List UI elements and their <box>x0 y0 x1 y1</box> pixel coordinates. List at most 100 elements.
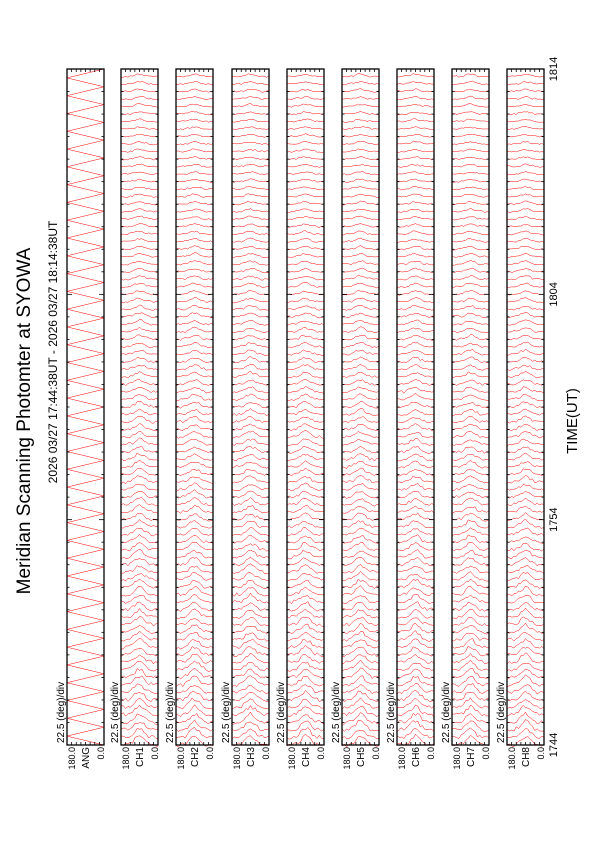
trace-line <box>231 592 270 604</box>
trace-line <box>396 267 435 274</box>
trace-line <box>120 648 159 657</box>
trace-line <box>175 275 214 280</box>
trace-line <box>231 728 270 740</box>
trace-line <box>451 200 490 205</box>
trace-line <box>120 446 159 454</box>
trace-line <box>396 401 435 408</box>
trace-line <box>396 134 434 138</box>
trace-line <box>286 89 325 93</box>
trace-line <box>506 252 545 258</box>
y-tick-label: 0.0 <box>150 747 160 760</box>
trace-line <box>120 416 159 424</box>
trace-line <box>341 312 380 319</box>
trace-line <box>175 586 214 597</box>
trace-line <box>342 104 380 108</box>
trace-line <box>120 683 159 695</box>
trace-line <box>506 601 545 612</box>
trace-line <box>286 631 325 641</box>
trace-line <box>341 133 380 138</box>
trace-line <box>506 238 545 243</box>
trace-line <box>175 156 214 160</box>
trace-line <box>175 81 214 85</box>
panel-scale-label: 22.5 (deg)/div <box>331 682 342 743</box>
panel-label: CH6 <box>411 747 422 767</box>
panel-ticks <box>231 68 270 746</box>
trace-line <box>231 475 270 484</box>
trace-line <box>286 74 325 78</box>
trace-line <box>396 638 435 649</box>
trace-line <box>341 609 380 619</box>
trace-line <box>175 415 214 424</box>
panel-ch7: 180.0 0.0 CH7 22.5 (deg)/div <box>441 68 491 770</box>
panel-ch4: 180.0 0.0 CH4 22.5 (deg)/div <box>276 68 326 770</box>
trace-line <box>231 711 270 725</box>
trace-line <box>341 557 379 566</box>
trace-line <box>451 394 490 401</box>
trace-line <box>341 639 380 649</box>
trace-line <box>341 729 380 740</box>
trace-line <box>396 498 435 506</box>
trace-line <box>286 684 325 694</box>
trace-line <box>175 697 214 710</box>
trace-line <box>175 713 214 725</box>
trace-line <box>451 179 490 183</box>
panel-ch6: 180.0 0.0 CH6 22.5 (deg)/div <box>386 68 436 770</box>
trace-line <box>120 513 159 522</box>
trace-line <box>286 460 325 469</box>
trace-line <box>175 719 214 732</box>
trace-line <box>120 379 159 386</box>
trace-line <box>231 652 270 664</box>
trace-line <box>175 408 214 416</box>
trace-line <box>396 104 435 108</box>
trace-line <box>341 141 380 145</box>
trace-line <box>231 557 270 567</box>
panel-ch8: 180.0 0.0 CH8 22.5 (deg)/div <box>496 68 546 770</box>
trace-line <box>507 96 544 100</box>
panel-label: ANG <box>81 747 92 769</box>
panel-ch2: 180.0 0.0 CH2 22.5 (deg)/div <box>165 68 215 770</box>
trace-line <box>341 282 380 289</box>
trace-line <box>396 630 435 642</box>
trace-line <box>286 521 325 529</box>
trace-line <box>231 638 270 650</box>
trace-line <box>341 705 380 717</box>
trace-line <box>231 386 270 394</box>
trace-line <box>341 571 380 582</box>
trace-line <box>451 534 490 544</box>
trace-line <box>231 520 270 529</box>
trace-line <box>286 253 325 258</box>
trace-line <box>506 711 545 725</box>
trace-line <box>231 610 270 619</box>
trace-line <box>120 312 159 318</box>
trace-line <box>506 728 545 739</box>
trace-line <box>396 512 435 520</box>
trace-line <box>120 283 159 288</box>
trace-line <box>396 566 435 573</box>
trace-line <box>175 565 214 574</box>
trace-line <box>341 534 380 544</box>
trace-line <box>120 201 159 206</box>
trace-line <box>232 186 270 191</box>
trace-line <box>396 483 435 491</box>
trace-line <box>175 379 214 386</box>
trace-line <box>231 402 270 409</box>
trace-line <box>231 208 270 213</box>
trace-line <box>231 625 270 635</box>
trace-line <box>120 297 159 304</box>
trace-line <box>231 73 270 78</box>
trace-line <box>341 81 380 86</box>
trace-line <box>396 245 435 251</box>
trace-line <box>451 632 490 642</box>
trace-line <box>396 364 434 371</box>
trace-line <box>231 646 270 658</box>
panel-traces <box>451 73 490 746</box>
trace-line <box>175 252 214 258</box>
trace-line <box>451 459 490 469</box>
trace-line <box>286 698 325 709</box>
panel-scale-label: 22.5 (deg)/div <box>165 682 176 743</box>
chart-title: Meridian Scanning Photomter at SYOWA <box>14 247 35 594</box>
trace-line <box>506 208 545 213</box>
trace-line <box>506 505 545 513</box>
trace-line <box>451 186 490 191</box>
